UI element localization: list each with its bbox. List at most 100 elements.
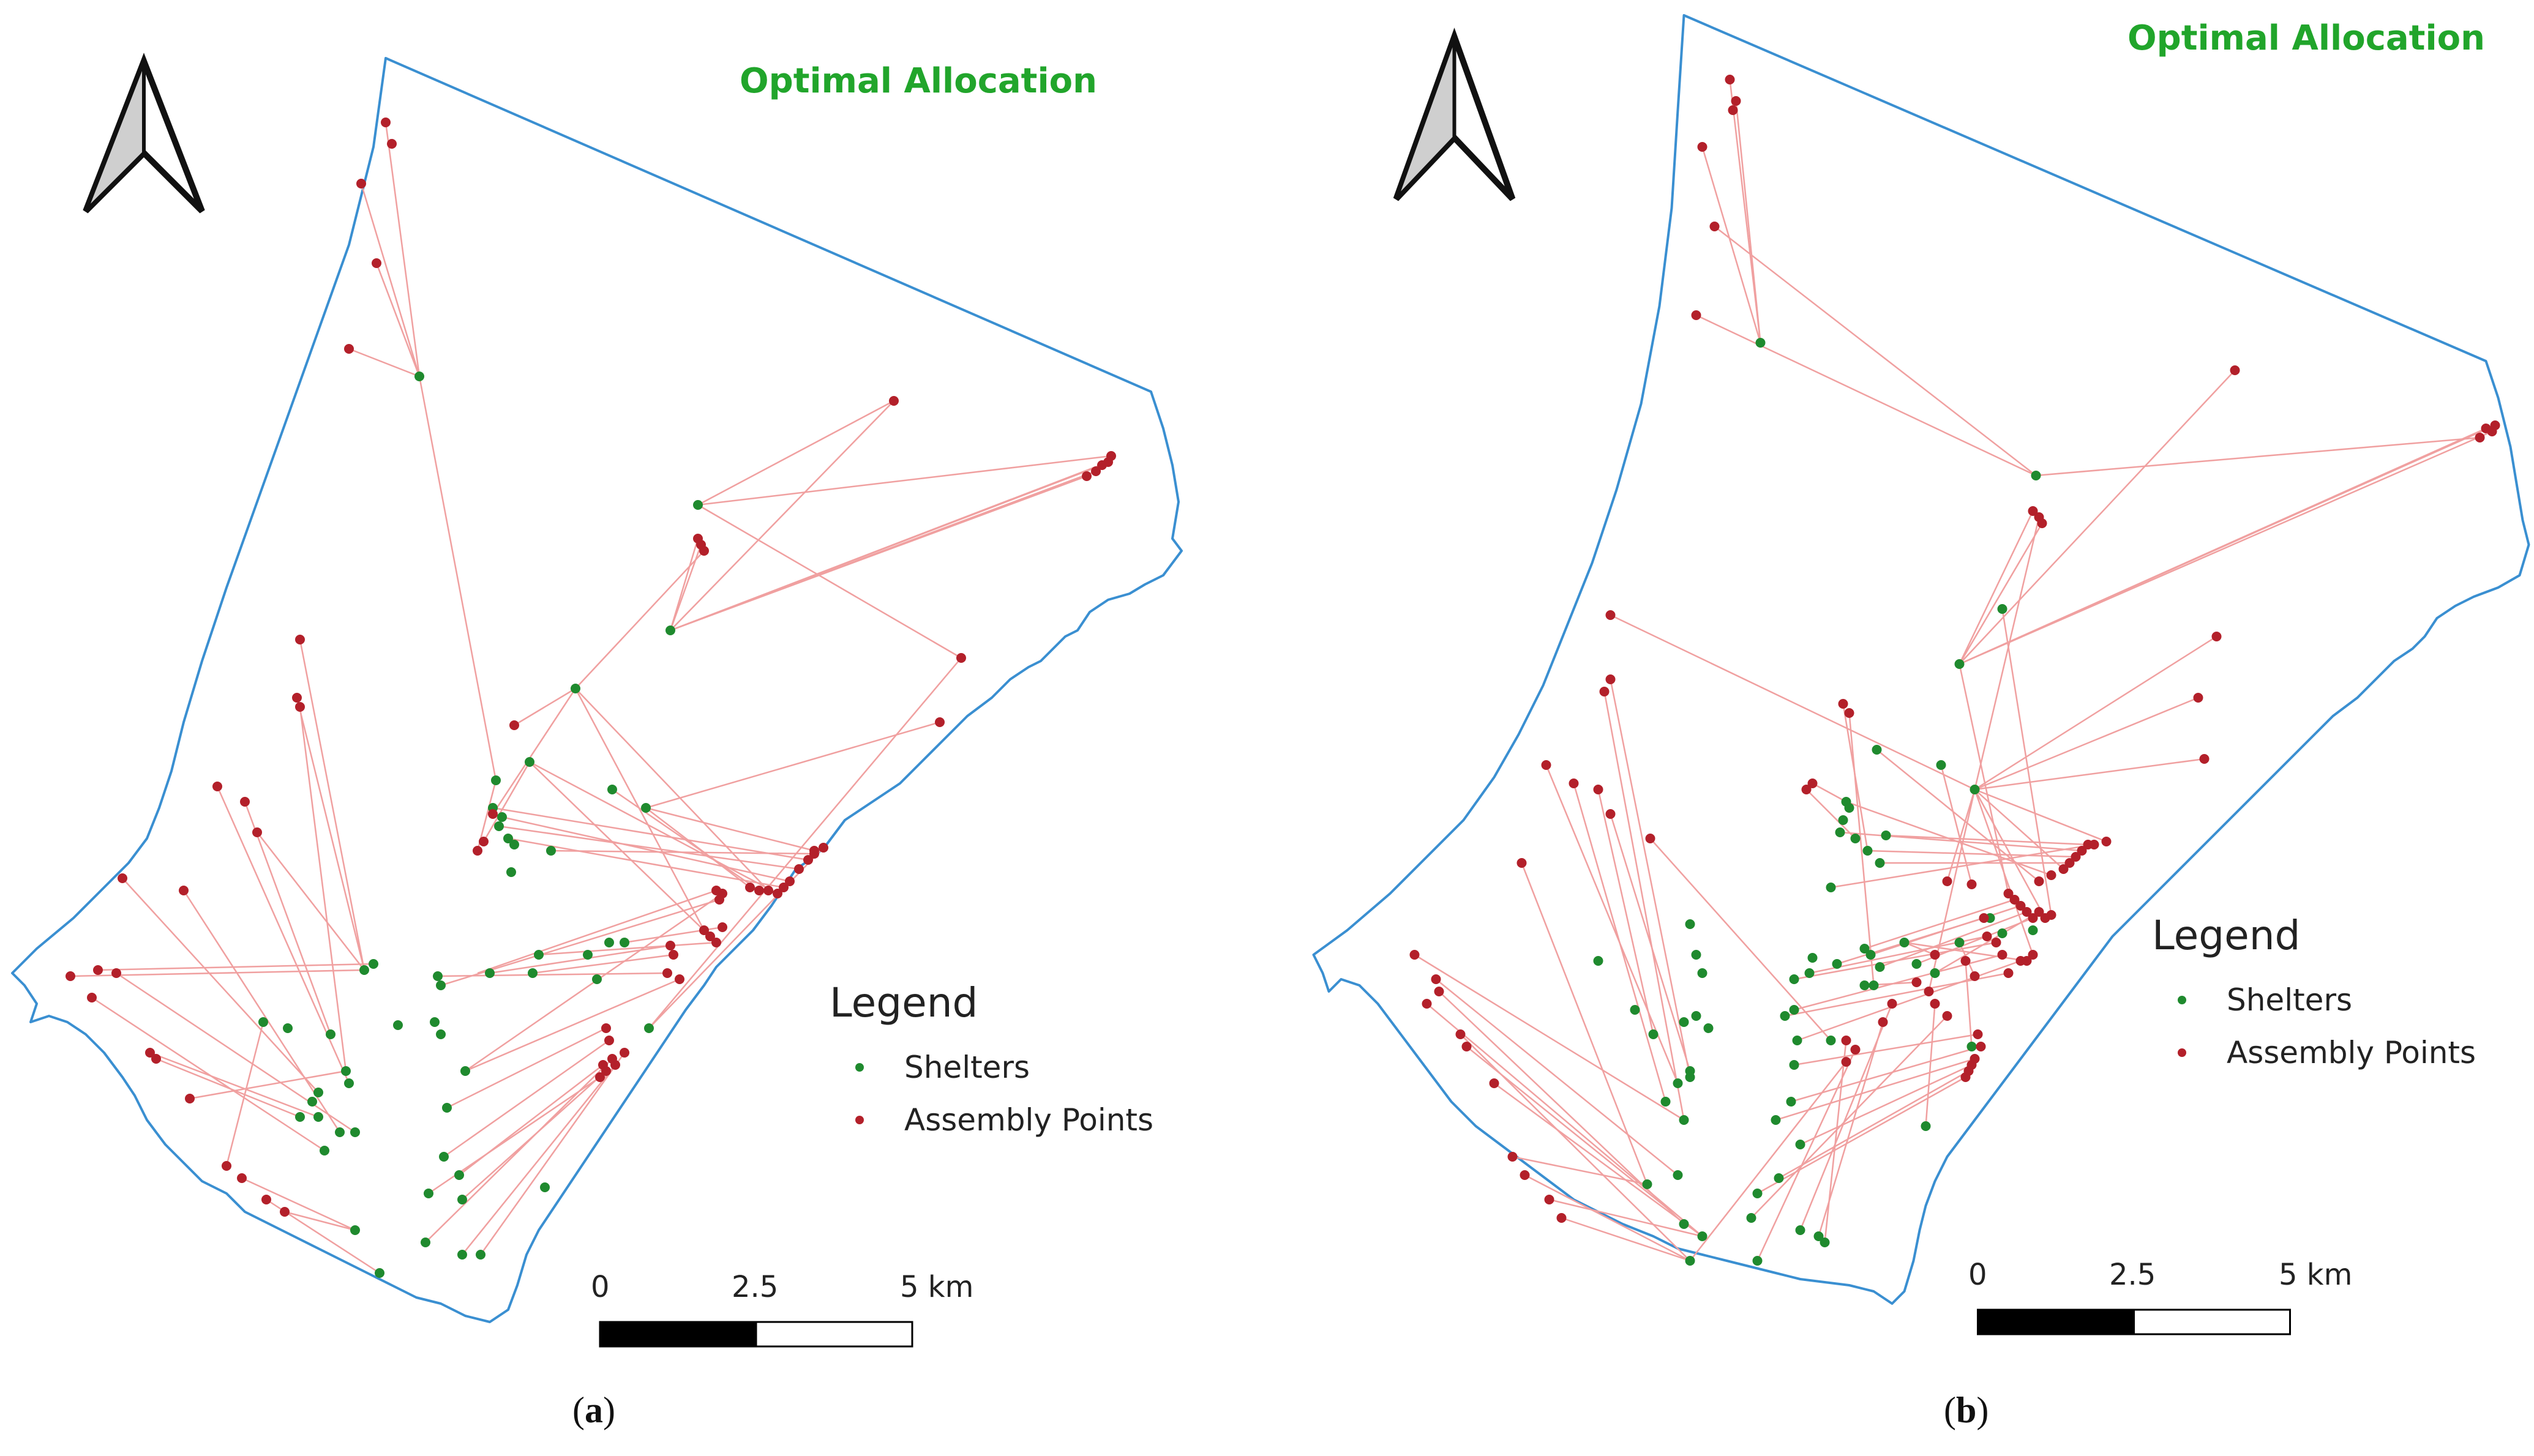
assembly-point [2211, 632, 2222, 641]
legend-label-shelters: Shelters [904, 1050, 1030, 1085]
legend-item-assembly-points: Assembly Points [830, 1094, 1153, 1146]
allocation-link [1756, 1076, 1966, 1195]
allocation-link [437, 972, 668, 977]
allocation-link [529, 761, 711, 937]
shelter-point [1807, 953, 1818, 963]
shelter-point [497, 812, 507, 822]
shelter-point [1862, 846, 1873, 856]
assembly-point [1807, 778, 1818, 788]
assembly-point [1520, 1170, 1530, 1180]
scale-label-0: 0 [591, 1270, 610, 1304]
shelter-point [1872, 745, 1882, 755]
assembly-point [1982, 931, 1992, 941]
assembly-point [610, 1060, 620, 1070]
shelter-point [1780, 1011, 1790, 1021]
assembly-point [145, 1048, 155, 1058]
shelter-point [1685, 919, 1695, 929]
allocation-link [529, 761, 778, 895]
shelter-point [1789, 1060, 1799, 1070]
assembly-point [295, 635, 305, 644]
shelter-point [583, 950, 593, 960]
legend-label-assembly-points: Assembly Points [2227, 1035, 2476, 1070]
allocation-link [1778, 1070, 1970, 1179]
shelter-point [1771, 1115, 1781, 1125]
assembly-point [2058, 864, 2069, 874]
assembly-point [2015, 956, 2026, 966]
shelter-point [1911, 959, 1922, 969]
allocation-link [532, 954, 674, 974]
assembly-point [2089, 840, 2099, 849]
shelter-point [1789, 974, 1799, 984]
allocation-link [1959, 510, 2034, 665]
shelter-point [313, 1112, 323, 1122]
allocation-link [1959, 523, 2043, 665]
assembly-point [261, 1195, 271, 1204]
assembly-point [2046, 870, 2056, 880]
allocation-link [697, 400, 894, 506]
shelter-point [1875, 962, 1885, 972]
assembly-point [1569, 778, 1579, 788]
allocation-link [575, 688, 769, 891]
assembly-point [1850, 1045, 1861, 1055]
assembly-point [372, 258, 381, 268]
shelter-point [1930, 968, 1940, 978]
allocation-link [1493, 1082, 1703, 1238]
assembly-point [2003, 889, 2014, 898]
assembly-point [601, 1066, 611, 1076]
shelter-point [1954, 659, 1965, 669]
shelter-point [2031, 471, 2041, 480]
shelter-point [307, 1097, 317, 1107]
assembly-point [111, 968, 121, 978]
allocation-link [1735, 100, 1761, 343]
shelter-point [350, 1225, 360, 1235]
assembly-point [1516, 858, 1527, 868]
scale-label-2-5: 2.5 [732, 1270, 779, 1304]
shelter-point [1685, 1256, 1695, 1266]
assembly-point [662, 968, 672, 978]
allocation-link [501, 816, 790, 883]
allocation-link [1925, 1003, 1936, 1127]
allocation-link [1794, 954, 2003, 1011]
allocation-link [1521, 862, 1648, 1185]
allocation-link [1837, 917, 1984, 965]
shelter-point [1660, 1097, 1671, 1107]
scale-bar [599, 1321, 913, 1348]
assembly-point [1541, 760, 1551, 770]
shelter-point [1832, 959, 1842, 969]
shelter-point [1869, 980, 1879, 990]
shelter-point [1593, 956, 1603, 966]
shelter-point [295, 1112, 305, 1122]
assembly-point [2003, 968, 2014, 978]
legend: Legend Shelters Assembly Points [2152, 912, 2476, 1079]
north-arrow-icon [83, 53, 205, 214]
allocation-link [257, 832, 365, 971]
shelter-point [1648, 1029, 1659, 1039]
shelter-points-a [258, 371, 703, 1278]
assembly-point [1930, 999, 1940, 1009]
assembly-point [1976, 1042, 1986, 1051]
allocation-link [244, 801, 332, 1035]
assembly-point [1091, 466, 1101, 476]
shelter-point [1630, 1005, 1640, 1015]
scale-bar [1977, 1309, 2291, 1335]
allocation-link [1812, 782, 1847, 803]
assembly-point [1973, 1029, 1983, 1039]
allocation-link [538, 941, 717, 956]
allocation-link [1610, 614, 1976, 791]
allocation-link [465, 978, 680, 1072]
shelter-point [693, 500, 703, 510]
assembly-point [2022, 907, 2032, 917]
assembly-point [1556, 1213, 1567, 1223]
shelter-points-b [1593, 338, 2041, 1266]
assembly-point [488, 809, 498, 819]
shelter-point [344, 1078, 354, 1088]
assembly-point [1645, 834, 1655, 843]
shelter-point [460, 1066, 470, 1076]
assembly-point [794, 864, 804, 874]
assembly-point [1942, 876, 1952, 886]
shelter-point [607, 785, 617, 794]
assembly-point [1911, 977, 1922, 987]
shelter-point [454, 1170, 464, 1180]
allocation-link [1649, 838, 1832, 1041]
shelter-point [485, 968, 495, 978]
